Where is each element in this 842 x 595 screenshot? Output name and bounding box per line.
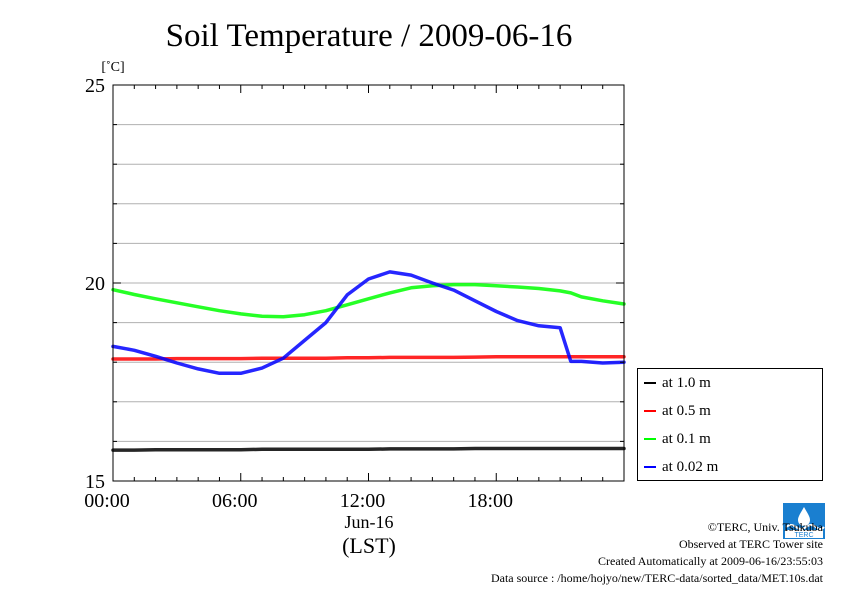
legend-item-0-02m: at 0.02 m <box>644 457 718 477</box>
y-tick-label: 25 <box>85 75 105 97</box>
y-axis-unit: [˚C] <box>101 60 124 75</box>
x-tick-label: 06:00 <box>212 490 258 512</box>
grid-lines <box>113 124 624 442</box>
series-line-0 <box>111 446 626 452</box>
legend-swatch <box>644 438 656 440</box>
x-tick-label: 12:00 <box>340 490 386 512</box>
terc-logo-icon: TERC <box>783 503 825 539</box>
series-line-3 <box>111 270 626 376</box>
legend-label: at 0.02 m <box>662 458 719 475</box>
legend-swatch <box>644 382 656 384</box>
axis-ticks: 15 20 25 00:00 06:00 12:00 18:00 <box>84 75 625 512</box>
legend: at 1.0 m at 0.5 m at 0.1 m at 0.02 m <box>637 368 823 481</box>
x-tick-label: 18:00 <box>467 490 513 512</box>
legend-item-1-0m: at 1.0 m <box>644 373 711 393</box>
legend-label: at 0.5 m <box>662 402 711 419</box>
y-tick-label: 15 <box>85 471 105 493</box>
series-line-1 <box>111 354 626 361</box>
chart-title: Soil Temperature / 2009-06-16 <box>166 18 573 54</box>
footer-created: Created Automatically at 2009-06-16/23:5… <box>598 554 823 568</box>
x-date-label: Jun-16 <box>345 512 394 532</box>
footer-copyright: ©TERC, Univ. Tsukuba <box>707 520 823 534</box>
logo-text: TERC <box>794 532 813 539</box>
legend-item-0-1m: at 0.1 m <box>644 429 711 449</box>
y-tick-label: 20 <box>85 273 105 295</box>
legend-item-0-5m: at 0.5 m <box>644 401 711 421</box>
legend-label: at 1.0 m <box>662 374 711 391</box>
footer-observed: Observed at TERC Tower site <box>678 537 823 551</box>
legend-label: at 0.1 m <box>662 430 711 447</box>
x-axis-label: (LST) <box>342 533 396 558</box>
footer-source: Data source : /home/hojyo/new/TERC-data/… <box>490 571 823 585</box>
x-tick-label: 00:00 <box>84 490 130 512</box>
legend-swatch <box>644 466 656 468</box>
legend-swatch <box>644 410 656 412</box>
series-lines <box>111 270 626 452</box>
series-line-2 <box>111 282 626 319</box>
